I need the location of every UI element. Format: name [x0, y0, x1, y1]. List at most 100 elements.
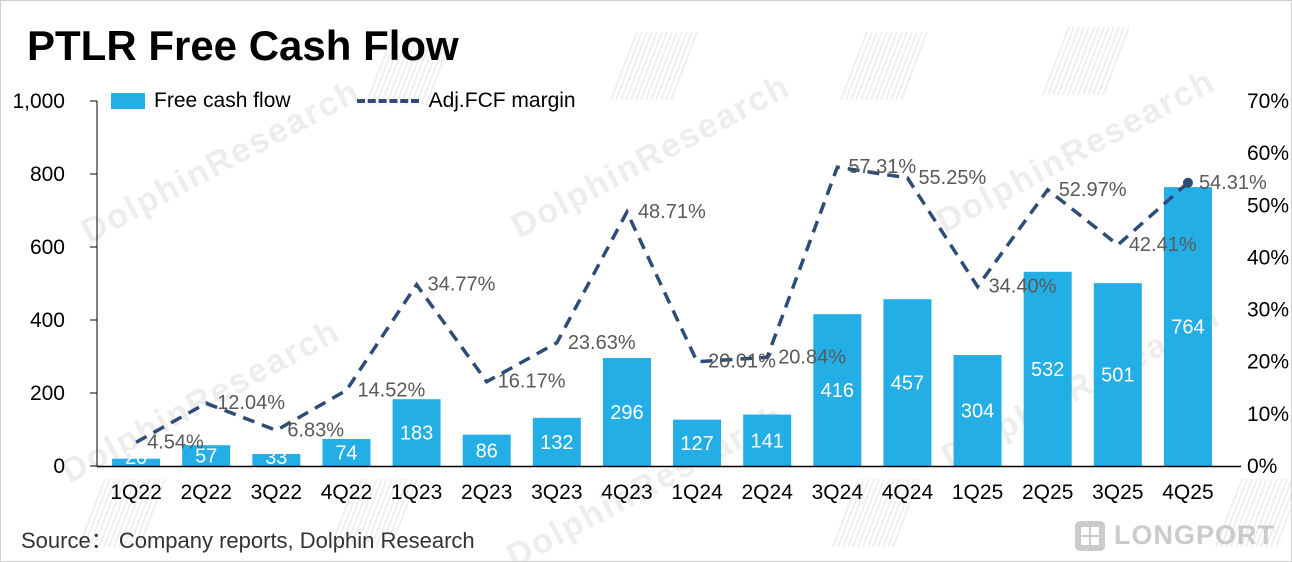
- bar-value-label: 296: [610, 402, 643, 424]
- watermark-hatch: [1092, 26, 1120, 96]
- watermark-hatch: [370, 36, 398, 106]
- x-axis-label: 4Q23: [601, 481, 652, 504]
- watermark-hatch: [370, 478, 398, 548]
- watermark-hatch: [862, 478, 890, 548]
- watermark-hatch: [93, 478, 121, 548]
- watermark-hatch: [1215, 478, 1243, 548]
- margin-point-label: 23.63%: [568, 332, 636, 354]
- watermark-hatch: [1240, 478, 1268, 548]
- x-axis-label: 3Q24: [812, 481, 864, 504]
- bar-value-label: 57: [195, 446, 217, 468]
- margin-point-label: 34.40%: [989, 276, 1057, 298]
- x-axis-label: 3Q25: [1092, 481, 1143, 504]
- watermark-hatch: [350, 478, 378, 548]
- watermark-hatch: [425, 36, 453, 106]
- watermark-hatch: [1067, 26, 1095, 96]
- watermark-hatch: [1057, 26, 1085, 96]
- watermark-hatch: [1260, 478, 1288, 548]
- margin-point-label: 20.01%: [708, 351, 776, 373]
- watermark-hatch: [1275, 504, 1291, 548]
- watermark-hatch: [857, 478, 885, 548]
- watermark-hatch: [385, 478, 413, 548]
- longport-logo: LONGPORT: [1075, 520, 1275, 551]
- bar-4Q23: [602, 357, 651, 466]
- watermark-hatch: [1270, 491, 1291, 548]
- right-axis-label: 70%: [1247, 90, 1289, 113]
- bar-value-label: 304: [961, 401, 994, 423]
- margin-line: [135, 165, 1190, 444]
- bar-4Q24: [883, 299, 932, 466]
- margin-point-label: 16.17%: [498, 371, 566, 393]
- bar-1Q23: [392, 399, 441, 466]
- watermark-hatch: [852, 478, 880, 548]
- bar-2Q25: [1023, 271, 1072, 466]
- watermark-hatch: [1087, 26, 1115, 96]
- watermark-hatch: [900, 31, 928, 101]
- watermark-hatch: [128, 478, 156, 548]
- margin-point-label: 55.25%: [918, 167, 986, 189]
- watermark-hatch: [665, 31, 693, 101]
- right-axis-label: 30%: [1247, 299, 1289, 322]
- left-axis-label: 200: [30, 382, 65, 405]
- bar-value-label: 457: [891, 373, 924, 395]
- watermark-hatch: [385, 36, 413, 106]
- watermark-hatch: [870, 31, 898, 101]
- bar-value-label: 183: [400, 423, 433, 445]
- bar-2Q23: [462, 434, 511, 466]
- source-note: Source： Company reports, Dolphin Researc…: [21, 528, 475, 553]
- legend-line-swatch: [356, 99, 419, 103]
- watermark-hatch: [660, 31, 688, 101]
- watermark-hatch: [390, 478, 418, 548]
- watermark-hatch: [872, 478, 900, 548]
- watermark-hatch: [360, 478, 388, 548]
- watermark-hatch: [1072, 26, 1100, 96]
- watermark-hatch: [133, 478, 161, 548]
- watermark-hatch: [670, 31, 698, 101]
- watermark-hatch: [880, 31, 908, 101]
- watermark-hatch: [330, 478, 358, 548]
- right-axis-label: 20%: [1247, 351, 1289, 374]
- watermark-hatch: [138, 478, 166, 548]
- left-axis-label: 800: [30, 163, 65, 186]
- watermark-hatch: [1250, 478, 1278, 548]
- margin-point-label: 54.31%: [1199, 172, 1267, 194]
- bar-4Q25: [1163, 187, 1212, 466]
- watermark-hatch: [650, 31, 678, 101]
- watermark-hatch: [847, 478, 875, 548]
- x-axis-label: 3Q22: [251, 481, 302, 504]
- watermark-hatch: [842, 478, 870, 548]
- watermark-hatch: [1102, 26, 1130, 96]
- watermark-hatch: [1230, 478, 1258, 548]
- left-axis-label: 600: [30, 236, 65, 259]
- longport-logo-text: LONGPORT: [1114, 520, 1275, 550]
- legend-bar-swatch: [111, 93, 145, 109]
- watermark-hatch: [365, 478, 393, 548]
- watermark-hatch: [1245, 478, 1273, 548]
- x-axis-label: 2Q25: [1022, 481, 1073, 504]
- watermark-hatch: [877, 478, 905, 548]
- bar-value-label: 501: [1101, 365, 1134, 387]
- x-axis-label: 1Q23: [391, 481, 442, 504]
- margin-point-label: 42.41%: [1129, 234, 1197, 256]
- margin-point-label: 20.84%: [778, 346, 846, 368]
- x-axis-label: 1Q25: [952, 481, 1003, 504]
- watermark-hatch: [118, 478, 146, 548]
- margin-point-label: 52.97%: [1059, 179, 1127, 201]
- watermark-hatch: [335, 478, 363, 548]
- watermark-hatch: [1220, 478, 1248, 548]
- margin-point-label: 12.04%: [217, 392, 285, 414]
- bar-3Q22: [252, 453, 301, 466]
- watermark-hatch: [1255, 478, 1283, 548]
- bar-4Q22: [322, 438, 371, 466]
- watermark-hatch: [1077, 26, 1105, 96]
- watermark-hatch: [375, 478, 403, 548]
- bar-value-label: 532: [1031, 359, 1064, 381]
- longport-logo-icon: [1075, 520, 1105, 551]
- watermark-hatch: [837, 478, 865, 548]
- watermark-hatch: [620, 31, 648, 101]
- watermark-hatch: [355, 478, 383, 548]
- chart-title: PTLR Free Cash Flow: [27, 22, 459, 69]
- watermark-hatch: [855, 31, 883, 101]
- right-axis-label: 60%: [1247, 142, 1289, 165]
- watermark-hatch: [410, 36, 438, 106]
